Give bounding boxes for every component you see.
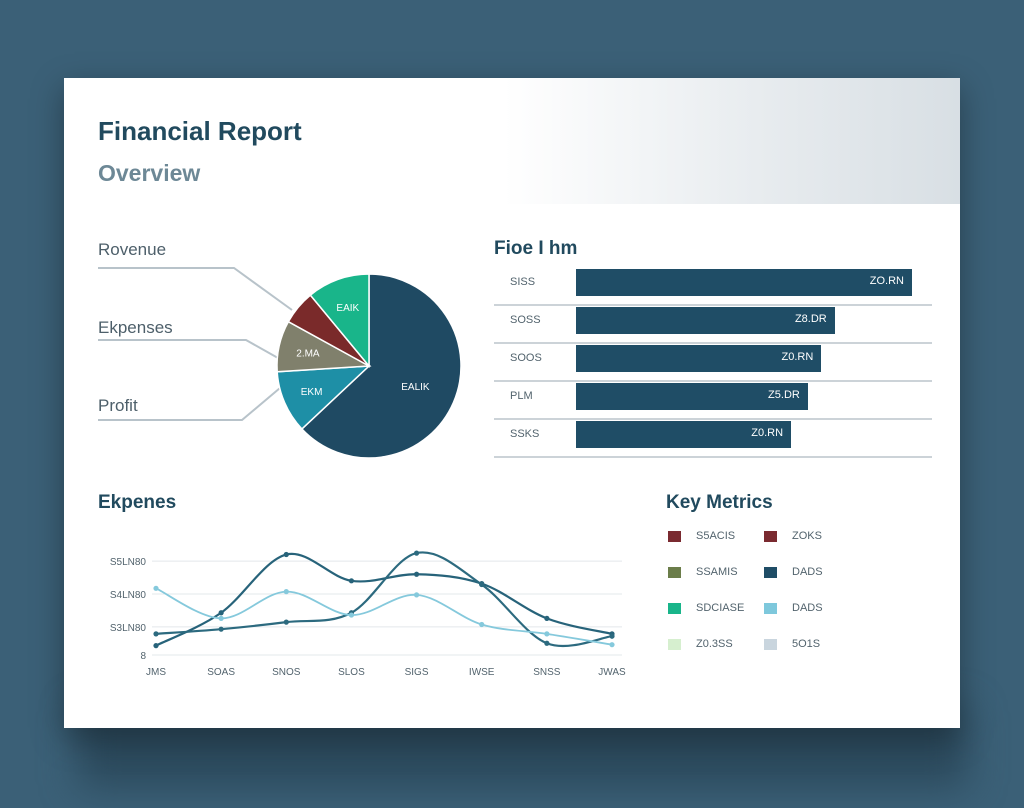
x-tick-label: SNOS <box>272 667 301 678</box>
bar-category-label: SISS <box>510 276 536 288</box>
report-card: Financial Report Overview Rovenue Ekpens… <box>64 78 960 728</box>
x-tick-label: IWSE <box>469 667 495 678</box>
key-metrics-title: Key Metrics <box>666 492 773 513</box>
bar-category-label: SOSS <box>510 314 541 326</box>
pie-leader-lines <box>98 267 293 421</box>
pie-legend-profit: Profit <box>98 396 138 415</box>
bar: Z0.RN <box>576 421 792 448</box>
line-point <box>479 621 485 628</box>
line-point <box>283 551 289 558</box>
x-tick-label: SNSS <box>533 667 561 678</box>
bar-chart-title: Fioe I hm <box>494 238 578 259</box>
x-tick-label: SIGS <box>405 667 429 678</box>
line-point <box>283 589 289 595</box>
x-tick-label: JMS <box>146 667 166 678</box>
line-point <box>218 610 224 616</box>
key-metric-swatch <box>668 531 681 542</box>
line-point <box>413 550 420 556</box>
bar-value-label: Z0.RN <box>751 427 784 439</box>
bar-row: SSKS Z0.RN <box>494 418 932 458</box>
line-point <box>544 640 550 646</box>
key-metric-label: SSAMIS <box>696 566 738 578</box>
line-series <box>155 551 613 648</box>
key-metric-label: S5ACIS <box>696 530 736 542</box>
line-point <box>413 571 420 577</box>
y-tick-label: S3LN80 <box>110 623 147 634</box>
key-metric-swatch <box>668 567 681 578</box>
y-tick-label: S4LN80 <box>110 590 147 601</box>
bar: Z0.RN <box>576 345 822 372</box>
line-point <box>609 633 615 639</box>
pie-chart: EALIK EKM 2.MA EAIK <box>276 273 462 459</box>
page-subtitle: Overview <box>98 160 201 186</box>
y-tick-label: S5LN80 <box>110 557 147 568</box>
line-point <box>544 631 550 637</box>
x-tick-label: JWAS <box>598 667 626 678</box>
pie-slice <box>300 273 462 459</box>
pie-legend-revenue: Rovenue <box>98 240 167 259</box>
key-metric-swatch <box>668 639 681 650</box>
line-series <box>155 552 613 647</box>
bar: ZO.RN <box>576 269 912 296</box>
key-metric-label: ZOKS <box>792 530 822 542</box>
key-metric-swatch <box>764 567 777 578</box>
line-point <box>153 643 159 649</box>
line-point <box>479 581 485 588</box>
key-metric-swatch <box>668 603 681 614</box>
bar-row: SOOS Z0.RN <box>494 342 932 382</box>
header-glare <box>504 78 960 204</box>
page-title: Financial Report <box>98 116 302 146</box>
line-point <box>544 615 550 621</box>
line-point <box>153 585 159 591</box>
bar-value-label: Z5.DR <box>768 389 800 401</box>
line-point <box>218 615 224 621</box>
x-tick-label: SLOS <box>338 667 365 678</box>
key-metric-label: Z0.3SS <box>696 638 733 650</box>
pie-slice-label: EAIK <box>336 303 359 314</box>
line-chart-title: Ekpenes <box>98 492 177 513</box>
pie-legend-expenses: Ekpenses <box>98 318 173 337</box>
key-metric-swatch <box>764 531 777 542</box>
bar-row: PLM Z5.DR <box>494 380 932 420</box>
bar-value-label: ZO.RN <box>869 275 904 287</box>
key-metric-label: DADS <box>792 566 823 578</box>
pie-slice-label: EKM <box>301 387 323 398</box>
key-metric-label: DADS <box>792 602 823 614</box>
line-point <box>348 578 355 584</box>
line-point <box>413 592 420 598</box>
pie-slice-label: 2.MA <box>296 348 320 359</box>
line-point <box>153 631 159 637</box>
key-metric-label: 5O1S <box>792 638 821 650</box>
line-point <box>283 619 289 625</box>
key-metric-label: SDCIASE <box>696 602 745 614</box>
line-series <box>155 587 613 646</box>
bar-category-label: SOOS <box>510 352 542 364</box>
bar-row: SOSS Z8.DR <box>494 304 932 344</box>
bar-row: SISS ZO.RN <box>494 266 932 306</box>
key-metric-swatch <box>764 639 777 650</box>
pie-slice <box>309 273 370 369</box>
bar-value-label: Z0.RN <box>781 351 814 363</box>
bar-category-label: SSKS <box>510 428 540 440</box>
key-metric-swatch <box>764 603 777 614</box>
x-tick-label: SOAS <box>207 667 235 678</box>
bar: Z5.DR <box>576 383 808 410</box>
bar-value-label: Z8.DR <box>794 313 827 325</box>
y-tick-label: 8 <box>140 651 146 662</box>
line-point <box>218 626 224 632</box>
bar-category-label: PLM <box>510 390 533 402</box>
line-point <box>348 612 355 618</box>
pie-slice-label: EALIK <box>401 382 430 393</box>
bar: Z8.DR <box>576 307 835 334</box>
line-point <box>609 642 615 648</box>
